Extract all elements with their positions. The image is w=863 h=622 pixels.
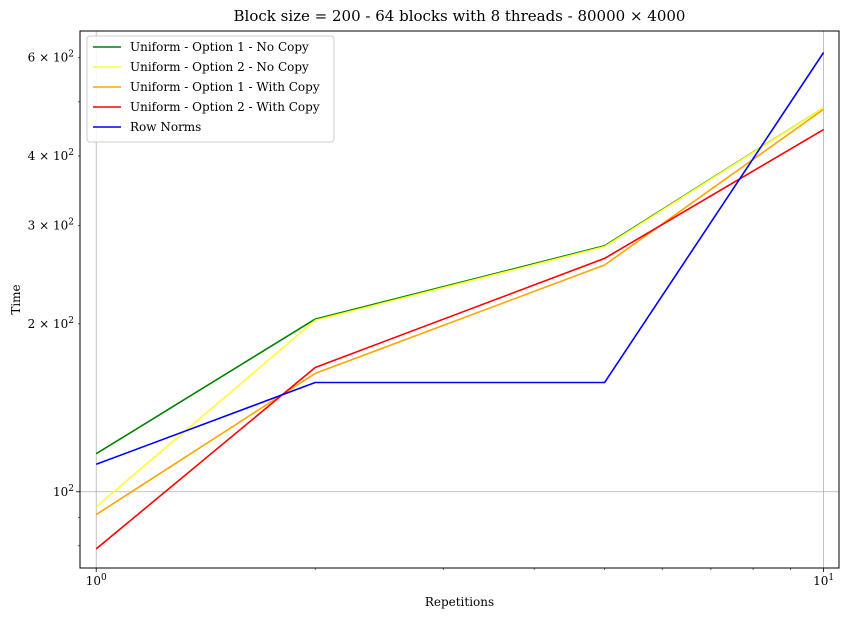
x-tick-label-exponent: 1 xyxy=(828,573,834,583)
plot-frame xyxy=(79,30,840,569)
y-tick-label-base: 10 xyxy=(53,219,68,233)
y-tick-label-base: 10 xyxy=(53,317,68,331)
y-axis-label: Time xyxy=(9,284,23,314)
x-tick-label-exponent: 0 xyxy=(101,573,107,583)
y-tick-label-exponent: 2 xyxy=(68,50,74,60)
y-tick-label-exponent: 2 xyxy=(68,484,74,494)
y-tick-label-base: 10 xyxy=(53,485,68,499)
x-tick-label-base: 10 xyxy=(86,574,101,588)
y-tick-label: 4 × 102 xyxy=(28,148,74,163)
chart-title: Block size = 200 - 64 blocks with 8 thre… xyxy=(234,7,686,25)
series-line-3 xyxy=(95,108,825,516)
y-tick-label-exponent: 2 xyxy=(68,218,74,228)
legend-label: Uniform - Option 2 - No Copy xyxy=(130,60,309,74)
y-tick-label: 102 xyxy=(53,484,74,499)
y-tick-label-mantissa: 2 × xyxy=(28,317,53,331)
y-tick-label-mantissa: 4 × xyxy=(28,149,53,163)
y-tick-label-mantissa: 6 × xyxy=(28,51,53,65)
series-line-2 xyxy=(95,107,825,508)
series-line-4 xyxy=(95,128,825,550)
x-tick-label: 100 xyxy=(86,573,107,588)
legend: Uniform - Option 1 - No Copy Uniform - Op… xyxy=(86,35,335,143)
legend-label: Uniform - Option 1 - No Copy xyxy=(130,40,309,54)
x-axis-label: Repetitions xyxy=(425,595,494,609)
y-tick-label-exponent: 2 xyxy=(68,148,74,158)
legend-label: Uniform - Option 2 - With Copy xyxy=(130,100,320,114)
series-line-5 xyxy=(95,52,825,466)
y-tick-label-exponent: 2 xyxy=(68,316,74,326)
x-tick-label: 101 xyxy=(813,573,834,588)
series-layer xyxy=(95,52,825,550)
y-tick-label: 3 × 102 xyxy=(28,218,74,233)
legend-label: Uniform - Option 1 - With Copy xyxy=(130,80,320,94)
y-tick-label-mantissa: 3 × xyxy=(28,219,53,233)
x-tick-label-base: 10 xyxy=(813,574,828,588)
y-tick-label: 2 × 102 xyxy=(28,316,74,331)
y-tick-label-base: 10 xyxy=(53,51,68,65)
legend-label: Row Norms xyxy=(130,120,201,134)
y-tick-label-base: 10 xyxy=(53,149,68,163)
y-tick-label: 6 × 102 xyxy=(28,50,74,65)
legend-box xyxy=(86,35,335,143)
